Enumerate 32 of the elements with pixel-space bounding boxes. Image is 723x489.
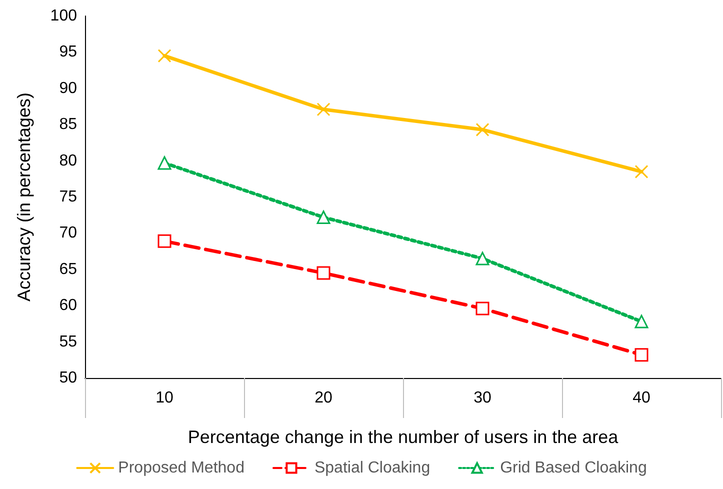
point: [634, 348, 648, 362]
y-tick-label: 65: [59, 260, 78, 278]
y-tick-label: 90: [59, 80, 78, 97]
y-axis-title: Accuracy (in percentages): [14, 92, 34, 302]
y-tick-label: 55: [59, 333, 78, 350]
point: [316, 266, 330, 280]
point: [476, 302, 490, 316]
y-tick-label: 85: [59, 116, 78, 134]
x-tick-label: 30: [474, 390, 492, 406]
point: [158, 234, 172, 248]
legend-label: Spatial Cloaking: [314, 460, 430, 476]
point: [476, 252, 490, 266]
point: [158, 49, 172, 63]
x-axis-title: Percentage change in the number of users in the area: [188, 427, 620, 447]
x-tick-label: 10: [156, 390, 174, 406]
point: [158, 156, 172, 170]
legend-label: Proposed Method: [118, 460, 244, 476]
point: [634, 164, 648, 178]
y-tick-label: 70: [59, 224, 78, 242]
y-tick-label: 80: [59, 152, 78, 170]
x-tick-label: 20: [314, 390, 332, 406]
y-tick-label: 75: [59, 188, 78, 206]
point: [634, 314, 648, 328]
legend-label: Grid Based Cloaking: [500, 460, 647, 476]
point: [476, 122, 490, 136]
y-tick-label: 95: [59, 44, 78, 61]
y-tick-label: 100: [50, 8, 78, 24]
y-tick-label: 60: [59, 297, 78, 314]
point: [316, 210, 330, 224]
x-tick-label: 40: [632, 390, 650, 406]
y-tick-label: 50: [59, 370, 78, 386]
point: [316, 102, 330, 116]
